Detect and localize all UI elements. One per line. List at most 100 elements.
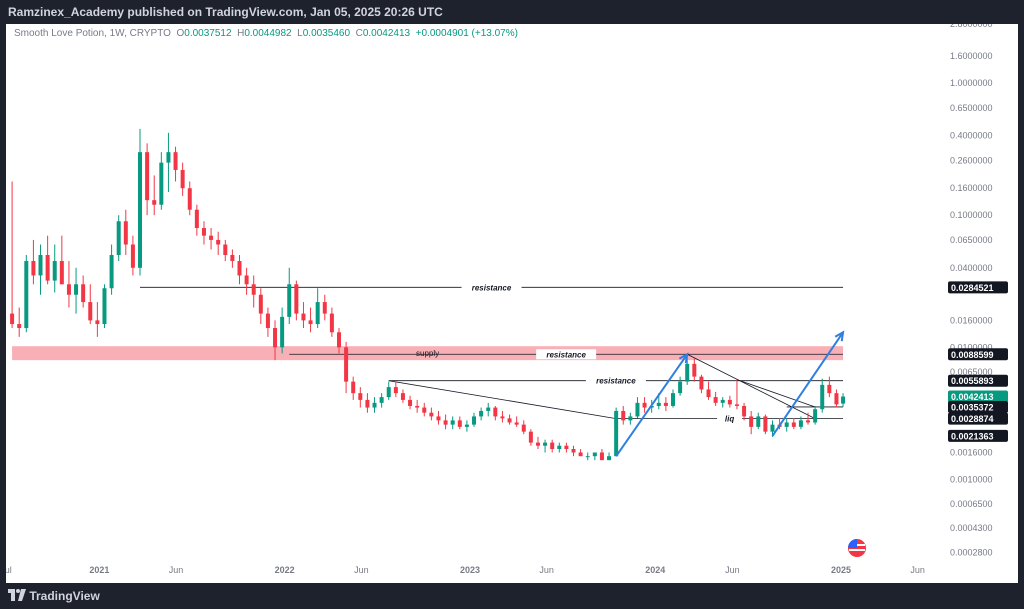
candle-body[interactable] [59,261,64,285]
candle-body[interactable] [386,387,391,398]
candle-body[interactable] [52,261,57,281]
candle-body[interactable] [109,254,114,289]
candle-body[interactable] [607,456,612,461]
candle-body[interactable] [372,402,377,408]
candle-body[interactable] [322,302,327,314]
candle-body[interactable] [216,239,221,245]
candle-body[interactable] [457,420,462,427]
candle-body[interactable] [230,254,235,262]
candle-body[interactable] [130,244,135,268]
candle-body[interactable] [564,445,569,450]
candle-body[interactable] [415,405,420,408]
candle-body[interactable] [408,399,413,406]
candle-body[interactable] [784,422,789,427]
candle-body[interactable] [422,407,427,413]
candle-body[interactable] [479,410,484,417]
candle-body[interactable] [578,452,583,457]
candle-body[interactable] [81,284,86,303]
candle-body[interactable] [173,152,178,170]
candle-body[interactable] [493,407,498,417]
candle-body[interactable] [400,393,405,400]
candle-body[interactable] [756,416,761,427]
candle-body[interactable] [798,420,803,427]
candle-body[interactable] [251,284,256,295]
candle-body[interactable] [38,254,43,276]
candlestick-chart[interactable]: supply resistance resistance resistance liq… [0,19,1018,583]
candle-body[interactable] [621,410,626,421]
candle-body[interactable] [685,363,690,382]
candle-body[interactable] [24,261,29,329]
candle-body[interactable] [180,169,185,189]
candle-body[interactable] [244,275,249,285]
candle-body[interactable] [187,188,192,210]
candle-body[interactable] [31,261,36,276]
candle-body[interactable] [827,384,832,394]
candle-body[interactable] [166,152,171,163]
trend-line[interactable] [736,379,816,408]
candle-body[interactable] [201,228,206,236]
candle-body[interactable] [614,410,619,457]
candle-body[interactable] [95,320,100,325]
candle-body[interactable] [365,399,370,408]
candle-body[interactable] [592,452,597,457]
candle-body[interactable] [663,402,668,406]
candle-body[interactable] [329,313,334,333]
candle-body[interactable] [209,235,214,240]
candle-body[interactable] [628,416,633,421]
candle-body[interactable] [713,397,718,403]
candle-body[interactable] [585,456,590,458]
candle-body[interactable] [159,162,164,205]
candle-body[interactable] [273,328,278,348]
candle-body[interactable] [358,393,363,400]
trend-line[interactable] [687,353,816,419]
candle-body[interactable] [742,405,747,417]
candle-body[interactable] [280,316,285,348]
tradingview-logo[interactable]: TradingView [8,583,100,609]
projection-arrow[interactable] [771,331,844,437]
candle-body[interactable] [66,284,71,295]
candle-body[interactable] [152,200,157,205]
candle-body[interactable] [706,389,711,398]
candle-body[interactable] [656,402,661,406]
candle-body[interactable] [45,254,50,281]
candle-body[interactable] [834,393,839,405]
candle-body[interactable] [535,442,540,446]
candle-body[interactable] [791,422,796,427]
candle-body[interactable] [678,381,683,394]
candle-body[interactable] [521,424,526,432]
candle-body[interactable] [699,376,704,390]
candle-body[interactable] [450,420,455,425]
candle-body[interactable] [336,332,341,348]
candle-body[interactable] [720,399,725,403]
candle-body[interactable] [74,284,79,295]
candle-body[interactable] [734,404,739,406]
candle-body[interactable] [464,424,469,427]
candle-body[interactable] [351,381,356,394]
candle-body[interactable] [557,445,562,450]
candle-body[interactable] [138,152,143,268]
candle-body[interactable] [102,288,107,325]
trend-line[interactable] [388,380,617,420]
candle-body[interactable] [258,294,263,314]
candle-body[interactable] [813,409,818,423]
candle-body[interactable] [443,420,448,425]
candle-body[interactable] [194,209,199,229]
candle-body[interactable] [635,402,640,417]
candle-body[interactable] [486,407,491,411]
candle-body[interactable] [692,363,697,377]
candle-body[interactable] [17,324,22,329]
candle-body[interactable] [670,393,675,406]
candle-body[interactable] [806,420,811,423]
candle-body[interactable] [145,152,150,201]
candle-body[interactable] [429,412,434,417]
candle-body[interactable] [514,422,519,425]
candle-body[interactable] [88,302,93,321]
candle-body[interactable] [287,284,292,317]
candle-body[interactable] [528,431,533,443]
candle-body[interactable] [237,261,242,276]
candle-body[interactable] [507,418,512,423]
candle-body[interactable] [265,313,270,329]
candle-body[interactable] [116,221,121,255]
chart-panel[interactable]: supply resistance resistance resistance liq… [0,19,1018,583]
candle-body[interactable] [294,284,299,314]
